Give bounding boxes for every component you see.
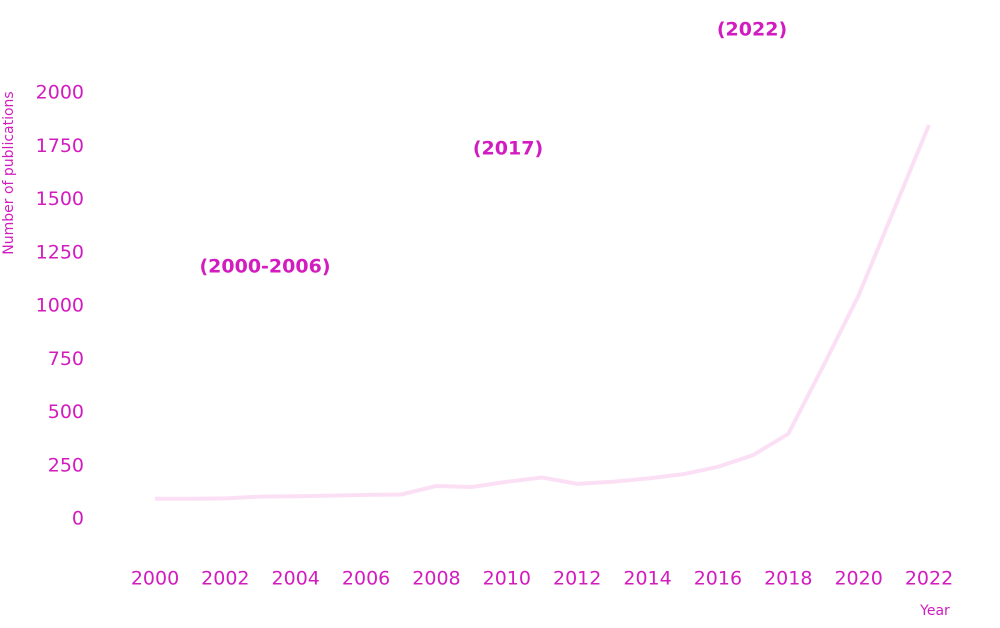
y-tick-label: 1500: [36, 188, 84, 210]
y-tick-label: 1250: [36, 241, 84, 263]
y-tick-label: 750: [48, 348, 84, 370]
y-tick-label: 500: [48, 401, 84, 423]
x-axis-label: Year: [919, 603, 950, 619]
y-axis-label: Number of publications: [1, 91, 17, 254]
x-tick-label: 2012: [553, 568, 601, 590]
x-tick-label: 2014: [623, 568, 671, 590]
y-tick-label: 250: [48, 454, 84, 476]
x-tick-label: 2016: [694, 568, 742, 590]
y-tick-label: 1750: [36, 135, 84, 157]
annotation: (2017): [473, 138, 543, 160]
annotation: (2000-2006): [199, 256, 330, 278]
x-tick-label: 2000: [131, 568, 179, 590]
annotation: (2022): [717, 19, 787, 41]
x-tick-label: 2008: [412, 568, 460, 590]
x-tick-label: 2002: [201, 568, 249, 590]
y-tick-label: 1000: [36, 295, 84, 317]
x-tick-label: 2022: [905, 568, 953, 590]
x-tick-label: 2006: [342, 568, 390, 590]
x-tick-label: 2020: [834, 568, 882, 590]
x-tick-label: 2010: [483, 568, 531, 590]
y-tick-label: 0: [72, 508, 84, 530]
line: [155, 124, 931, 501]
x-tick-label: 2004: [272, 568, 320, 590]
x-tick-label: 2018: [764, 568, 812, 590]
y-tick-label: 2000: [36, 82, 84, 104]
